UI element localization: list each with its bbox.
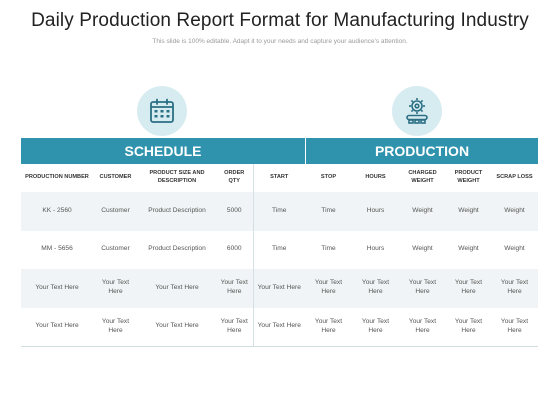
column-header: PRODUCTION NUMBER [25,174,89,181]
table-cell: Your Text Here [491,269,538,308]
table-cell: Your Text Here [155,322,199,330]
table-cell: Product Description [148,245,206,253]
column-header: START [270,174,289,181]
column-header: PRODUCT SIZE AND DESCRIPTION [149,170,205,184]
column-header: HOURS [365,174,386,181]
production-section-header: PRODUCTION [374,143,470,159]
report-grid: PRODUCTION NUMBER CUSTOMER PRODUCT SIZE … [21,164,538,346]
table-row: Your Text Here Your Text Here Your Text … [21,269,538,308]
table-cell: Your Text Here [93,269,138,308]
table-cell: Weight [491,192,538,231]
table-cell: Hours [366,245,385,253]
table-cell: Weight [446,192,491,231]
table-cell: KK - 2560 [21,192,93,231]
table-cell: Your Text Here [101,317,130,334]
table-row: Your Text Here Your Text Here Your Text … [21,307,538,346]
column-header: CUSTOMER [99,174,132,181]
table-cell: Weight [504,245,525,253]
table-cell: Customer [101,245,130,253]
table-cell: Your Text Here [500,317,529,334]
table-cell: Your Text Here [454,317,483,334]
column-header: PRODUCT WEIGHT [454,170,483,184]
table-cell: Weight [412,245,433,253]
column-header: STOP [320,174,337,181]
table-row: KK - 2560 Customer Product Description 5… [21,192,538,231]
section-header-band: SCHEDULE PRODUCTION [21,138,538,164]
table-cell: Time [305,192,352,231]
table-cell: Your Text Here [216,269,254,308]
production-icon-badge [392,86,442,136]
page-title: Daily Production Report Format for Manuf… [31,10,529,31]
table-cell: Your Text Here [408,317,437,334]
column-header-row: PRODUCTION NUMBER CUSTOMER PRODUCT SIZE … [21,164,538,192]
table-cell: Time [272,245,287,253]
column-header: SCRAP LOSS [496,174,533,181]
gear-production-icon [406,98,428,124]
table-cell: Your Text Here [21,269,93,308]
calendar-icon [150,98,174,123]
table-cell: Your Text Here [216,307,254,346]
table-cell: Your Text Here [446,269,491,308]
table-cell: Your Text Here [257,322,301,330]
table-cell: Hours [352,192,399,231]
page-subtitle: This slide is 100% editable. Adapt it to… [152,38,408,45]
table-cell: Product Description [138,192,216,231]
table-cell: Your Text Here [35,322,79,330]
table-cell: Your Text Here [399,269,446,308]
column-header: ORDER QTY [216,164,254,192]
table-cell: Your Text Here [314,317,343,334]
column-header: CHARGED WEIGHT [408,170,437,184]
table-cell: Your Text Here [352,269,399,308]
production-report-table: SCHEDULE PRODUCTION PRODUCTION NUMBER CU… [21,138,538,347]
table-cell: Your Text Here [138,269,216,308]
schedule-icon-badge [137,86,187,136]
table-cell: Your Text Here [305,269,352,308]
section-divider [305,138,306,164]
table-cell: 6000 [216,230,254,269]
table-cell: Your Text Here [361,317,390,334]
table-cell: Your Text Here [253,269,305,308]
table-cell: MM - 5656 [41,245,73,253]
table-cell: Customer [93,192,138,231]
table-row: MM - 5656 Customer Product Description 6… [21,230,538,269]
table-cell: Time [253,192,305,231]
schedule-section-header: SCHEDULE [124,143,202,159]
table-cell: 5000 [216,192,254,231]
table-cell: Weight [458,245,479,253]
table-cell: Time [321,245,336,253]
table-cell: Weight [399,192,446,231]
